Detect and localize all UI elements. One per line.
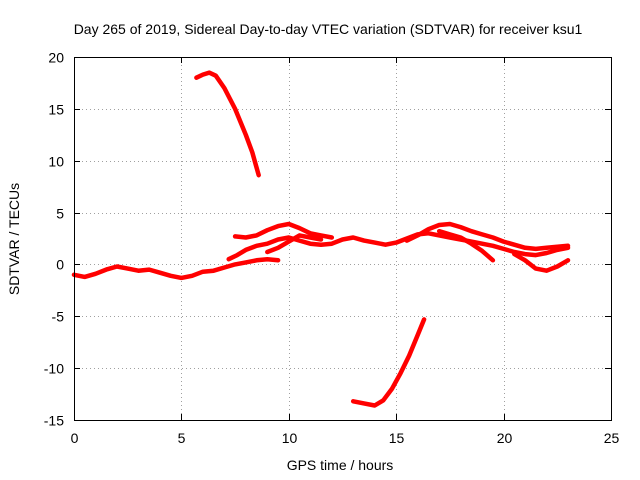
x-tick-label: 15 xyxy=(389,430,405,446)
x-tick-label: 5 xyxy=(178,430,186,446)
series-track-bump xyxy=(232,221,335,240)
chart-title: Day 265 of 2019, Sidereal Day-to-day VTE… xyxy=(74,21,583,37)
series-track-afternoon-branch xyxy=(436,228,496,263)
series-track-mid xyxy=(265,233,324,255)
y-axis-label: SDTVAR / TECUs xyxy=(6,183,22,295)
series-layer xyxy=(71,70,571,408)
y-tick-label: 15 xyxy=(48,102,64,118)
y-tick-label: -15 xyxy=(44,413,64,429)
y-tick-label: 5 xyxy=(56,206,64,222)
plot-frame xyxy=(74,57,612,421)
y-tick-label: 20 xyxy=(48,50,64,66)
x-axis-label: GPS time / hours xyxy=(287,457,394,473)
tick-labels: 0 5 10 15 20 25 -15 -10 -5 0 5 10 15 20 xyxy=(44,50,620,447)
y-tick-label: -5 xyxy=(52,309,65,325)
x-tick-label: 0 xyxy=(71,430,79,446)
y-tick-label: 0 xyxy=(56,257,64,273)
series-track-evening-branch xyxy=(512,251,571,273)
grid xyxy=(74,57,611,420)
series-track-main-upper xyxy=(226,231,571,262)
series-track-bottom xyxy=(350,317,427,408)
x-tick-label: 20 xyxy=(497,430,513,446)
x-tick-label: 25 xyxy=(604,430,620,446)
series-track-main-lower xyxy=(71,256,281,281)
series-track-afternoon-upper xyxy=(404,221,571,252)
y-tick-label: 10 xyxy=(48,154,64,170)
x-tick-label: 10 xyxy=(282,430,298,446)
series-track-top xyxy=(194,70,261,178)
y-tick-label: -10 xyxy=(44,361,64,377)
